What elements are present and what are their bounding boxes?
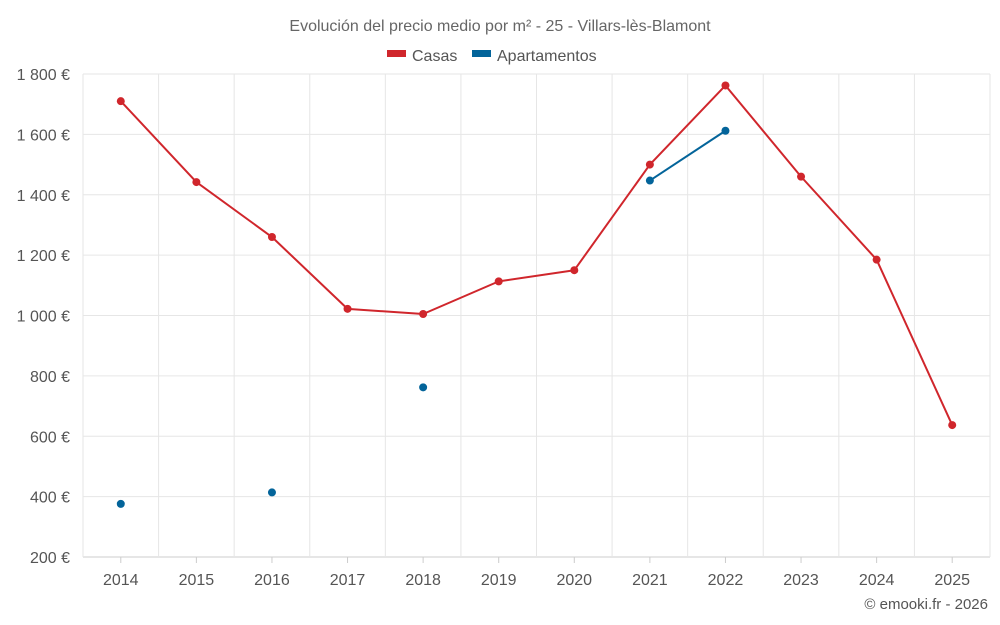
legend-swatch-apartamentos [472,50,491,57]
legend-label-casas[interactable]: Casas [412,48,457,65]
data-point-casas[interactable] [721,81,730,90]
y-tick-label: 1 400 € [17,188,70,205]
series-line-apartamentos [649,129,727,182]
x-tick-label: 2025 [934,572,970,589]
data-point-apartamentos[interactable] [645,176,654,185]
y-tick-label: 1 200 € [17,248,70,265]
x-tick-label: 2016 [254,572,290,589]
x-tick-label: 2023 [783,572,819,589]
data-point-apartamentos[interactable] [116,499,125,508]
x-tick-label: 2015 [179,572,215,589]
data-point-casas[interactable] [116,97,125,106]
x-axis: 2014 2015 2016 2017 2018 2019 2020 2021 2022 2023… [103,557,970,589]
legend-label-apartamentos[interactable]: Apartamentos [497,48,597,65]
x-tick-label: 2020 [556,572,592,589]
x-tick-label: 2019 [481,572,517,589]
x-tick-label: 2021 [632,572,668,589]
legend: Casas Apartamentos [387,48,597,65]
y-tick-label: 800 € [30,369,70,386]
credit-text: © emooki.fr - 2026 [864,596,988,613]
series-line-casas [120,84,954,426]
data-point-casas[interactable] [872,255,881,264]
y-tick-label: 200 € [30,550,70,567]
data-point-apartamentos[interactable] [419,383,428,392]
x-tick-label: 2017 [330,572,366,589]
series-apartamentos [116,126,730,508]
y-tick-label: 400 € [30,490,70,507]
x-tick-label: 2018 [405,572,441,589]
data-point-casas[interactable] [948,421,957,430]
data-point-casas[interactable] [419,309,428,318]
data-point-casas[interactable] [343,304,352,313]
y-tick-label: 1 600 € [17,127,70,144]
chart-title: Evolución del precio medio por m² - 25 -… [289,18,711,35]
data-point-apartamentos[interactable] [721,126,730,135]
data-point-casas[interactable] [267,233,276,242]
y-tick-label: 1 800 € [17,67,70,84]
x-tick-label: 2014 [103,572,139,589]
data-point-casas[interactable] [797,172,806,181]
data-point-casas[interactable] [645,160,654,169]
x-tick-label: 2022 [708,572,744,589]
data-point-casas[interactable] [192,178,201,187]
y-axis: 200 € 400 € 600 € 800 € 1 000 € 1 200 € 1 400 … [17,67,70,567]
grid [82,73,991,558]
series-casas [116,81,957,430]
data-point-casas[interactable] [494,277,503,286]
data-point-apartamentos[interactable] [267,488,276,497]
legend-swatch-casas [387,50,406,57]
y-tick-label: 1 000 € [17,309,70,326]
series [116,81,957,508]
x-tick-label: 2024 [859,572,895,589]
data-point-casas[interactable] [570,266,579,275]
y-tick-label: 600 € [30,429,70,446]
